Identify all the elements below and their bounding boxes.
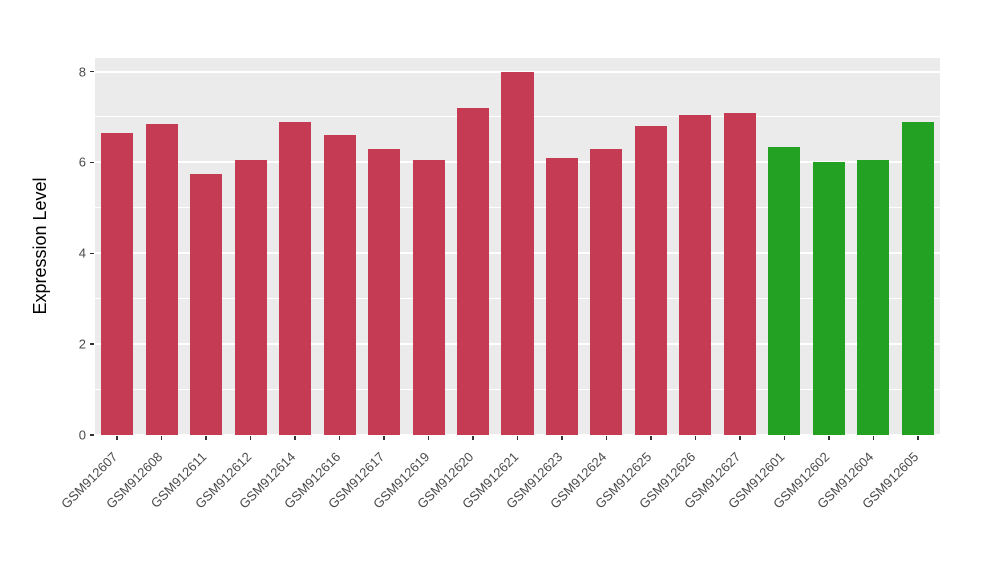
x-tick-mark <box>694 436 697 440</box>
x-tick-mark <box>116 436 118 440</box>
bar <box>145 123 178 435</box>
x-tick-mark <box>828 436 830 440</box>
bar <box>412 160 445 435</box>
bar <box>279 121 312 435</box>
x-tick-mark <box>516 436 519 440</box>
x-tick-mark <box>739 436 741 440</box>
bar <box>768 146 801 435</box>
y-tick-label: 2 <box>78 336 86 352</box>
x-tick-mark <box>160 436 163 440</box>
bar <box>679 114 712 435</box>
bar <box>812 162 845 435</box>
bar <box>234 160 267 435</box>
bar <box>634 126 667 435</box>
y-tick-label: 6 <box>78 154 86 170</box>
x-tick-mark <box>294 436 296 440</box>
x-tick-mark <box>650 436 652 440</box>
y-tick-mark <box>90 434 94 436</box>
bar <box>723 112 756 435</box>
x-tick-mark <box>917 436 919 440</box>
bar <box>857 160 890 435</box>
x-tick-mark <box>561 436 563 440</box>
y-tick-mark <box>90 161 94 164</box>
bar <box>901 121 934 435</box>
y-tick-label: 0 <box>78 427 86 443</box>
x-tick-mark <box>605 436 608 440</box>
bar <box>457 107 490 435</box>
bar <box>545 157 578 435</box>
x-tick-mark <box>338 436 341 440</box>
x-tick-mark <box>472 436 474 440</box>
y-tick-label: 8 <box>78 64 86 80</box>
bar <box>501 71 534 435</box>
bar <box>368 148 401 435</box>
major-gridline <box>95 434 940 436</box>
x-tick-mark <box>783 436 786 440</box>
x-tick-mark <box>249 436 252 440</box>
bar <box>323 135 356 435</box>
chart-panel <box>95 58 940 436</box>
y-tick-mark <box>90 252 94 255</box>
bar <box>590 148 623 435</box>
y-tick-mark <box>90 343 94 345</box>
x-tick-mark <box>205 436 207 440</box>
x-tick-mark <box>383 436 385 440</box>
bar <box>190 173 223 435</box>
x-tick-mark <box>872 436 875 440</box>
bar <box>101 132 134 435</box>
y-tick-mark <box>90 70 94 73</box>
y-tick-label: 4 <box>78 245 86 261</box>
x-tick-mark <box>427 436 430 440</box>
y-axis-title-text: Expression Level <box>30 177 50 315</box>
